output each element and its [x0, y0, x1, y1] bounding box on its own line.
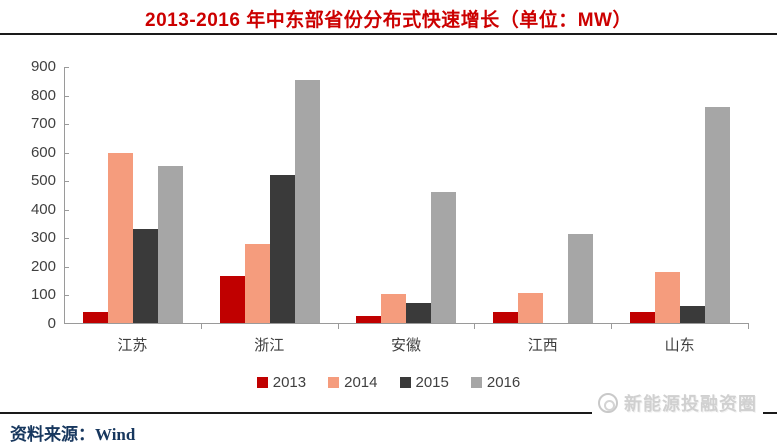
x-tick-mark: [200, 323, 202, 329]
x-tick-label: 浙江: [254, 337, 285, 354]
bar-2015-3: [406, 303, 432, 323]
y-tick-label: 800: [30, 86, 56, 104]
bar-2014-5: [654, 272, 680, 323]
y-tick-mark: [65, 295, 69, 297]
legend: 2013 2014 2015 2016: [0, 374, 777, 391]
bar-group-4: [475, 67, 612, 323]
x-tick-mark: [474, 323, 476, 329]
legend-item-2015: 2015: [399, 374, 449, 391]
legend-swatch-icon: [328, 377, 340, 388]
bar-group-5: [611, 67, 748, 323]
bar-2016-1: [158, 165, 184, 323]
bar-2014-1: [108, 153, 134, 323]
bar-2014-2: [244, 244, 270, 323]
legend-item-2016: 2016: [470, 374, 521, 391]
legend-swatch-icon: [256, 377, 268, 388]
legend-label: 2016: [486, 374, 521, 391]
legend-item-2013: 2013: [256, 374, 307, 391]
bar-chart: 0 100 200 300 400 500 600 700 800 900 江苏 浙江 安徽 江西 山东: [0, 40, 777, 360]
y-tick-label: 700: [30, 115, 56, 133]
bar-2014-4: [518, 293, 544, 323]
y-tick-label: 200: [30, 257, 56, 275]
bar-2016-2: [294, 80, 320, 323]
y-tick-mark: [65, 181, 69, 183]
bar-2013-2: [219, 275, 245, 323]
legend-label: 2015: [415, 374, 449, 391]
y-tick-mark: [65, 209, 69, 211]
bar-2013-3: [356, 315, 382, 323]
x-tick-mark: [748, 323, 749, 329]
y-tick-label: 100: [30, 286, 56, 304]
bar-2013-1: [83, 311, 109, 323]
y-tick-label: 0: [47, 315, 56, 332]
bar-2016-3: [431, 191, 457, 323]
legend-label: 2014: [344, 374, 378, 391]
bar-2014-3: [381, 294, 407, 323]
bar-2015-5: [679, 305, 705, 323]
legend-swatch-icon: [470, 377, 482, 388]
bar-2016-4: [568, 234, 594, 323]
bar-2015-2: [269, 174, 295, 323]
bar-groups: [65, 67, 748, 323]
y-tick-mark: [65, 67, 69, 68]
y-tick-label: 600: [30, 143, 56, 161]
chart-title: 2013-2016 年中东部省份分布式快速增长（单位：MW）: [145, 10, 632, 31]
bar-2016-5: [704, 107, 730, 323]
x-tick-label: 山东: [664, 337, 695, 354]
x-tick-label: 江苏: [117, 337, 148, 354]
y-tick-mark: [65, 238, 69, 240]
y-tick-mark: [65, 95, 69, 97]
legend-swatch-icon: [399, 377, 411, 388]
x-axis-labels: 江苏 浙江 安徽 江西 山东: [64, 334, 748, 355]
y-axis: 0 100 200 300 400 500 600 700 800 900: [0, 58, 56, 332]
x-tick-label: 安徽: [390, 337, 421, 354]
y-tick-label: 300: [30, 229, 56, 247]
y-tick-label: 500: [30, 172, 56, 190]
bar-2015-1: [133, 228, 159, 323]
bar-group-1: [65, 67, 202, 323]
watermark-label: 新能源投融资圈: [624, 394, 757, 414]
legend-label: 2013: [272, 374, 307, 391]
y-tick-mark: [65, 152, 69, 154]
bottom-divider: [0, 412, 777, 414]
x-tick-label: 江西: [527, 337, 558, 354]
bar-2013-4: [493, 311, 519, 323]
y-tick-mark: [65, 266, 69, 268]
legend-item-2014: 2014: [328, 374, 378, 391]
y-tick-mark: [65, 124, 69, 126]
bar-group-2: [202, 67, 339, 323]
x-tick-mark: [337, 323, 339, 329]
watermark-logo-icon: [598, 393, 618, 413]
x-tick-mark: [611, 323, 613, 329]
watermark: 新能源投融资圈: [592, 388, 763, 418]
bar-2013-5: [629, 311, 655, 323]
source-label: 资料来源：Wind: [10, 425, 136, 444]
plot-area: [64, 67, 749, 329]
y-tick-label: 400: [30, 200, 56, 218]
bar-group-3: [338, 67, 475, 323]
y-tick-label: 900: [30, 58, 56, 75]
top-divider: [0, 33, 777, 35]
